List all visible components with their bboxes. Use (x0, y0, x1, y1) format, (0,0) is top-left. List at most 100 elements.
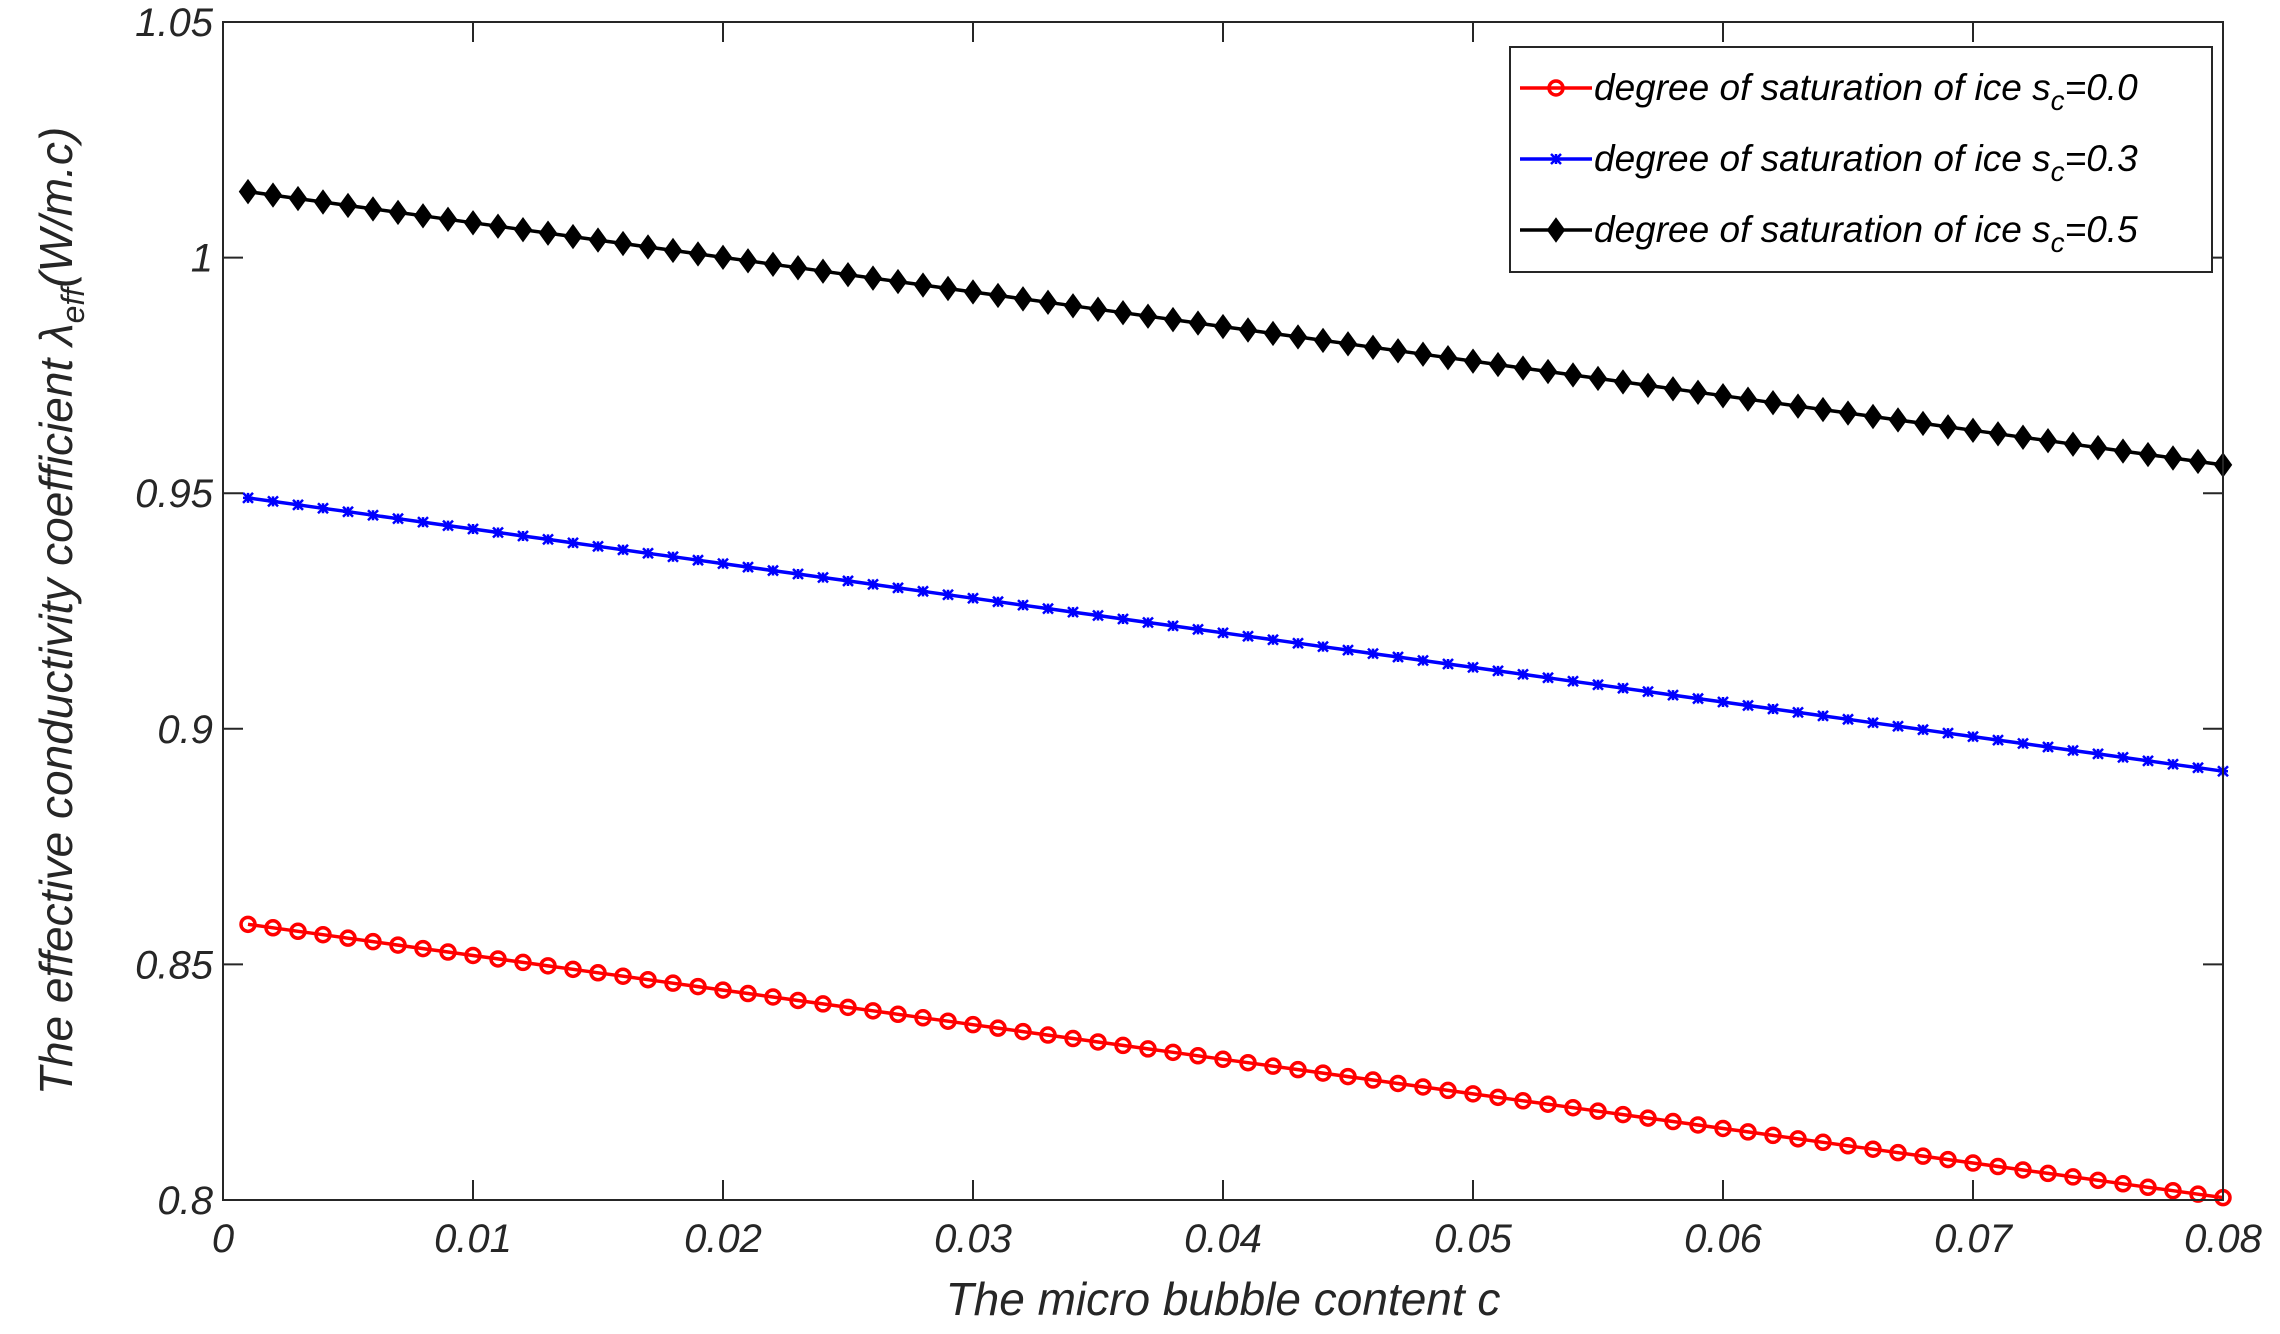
data-point (2188, 448, 2208, 475)
data-point (1464, 1085, 1482, 1103)
data-point (938, 275, 958, 302)
data-point (2192, 761, 2204, 774)
data-point (1517, 668, 1529, 681)
y-tick-label: 0.95 (135, 472, 214, 516)
y-tick-label: 0.9 (157, 708, 213, 752)
data-point (492, 526, 504, 539)
data-point (889, 1005, 907, 1024)
data-point (1788, 393, 1808, 419)
data-point (1139, 1040, 1157, 1058)
data-point (667, 550, 679, 563)
data-point (1688, 379, 1708, 405)
data-point (592, 540, 604, 553)
data-point (864, 1002, 882, 1020)
data-point (1264, 1057, 1282, 1075)
data-point (1767, 703, 1779, 715)
data-point (2038, 428, 2058, 454)
data-point (567, 537, 579, 549)
data-point (1064, 1029, 1082, 1048)
data-point (1392, 651, 1404, 663)
data-point (2167, 758, 2179, 771)
data-point (639, 970, 657, 989)
data-point (1342, 644, 1354, 657)
legend-marker (1546, 217, 1566, 243)
legend-entry-1: degree of saturation of ice sc=0.0 (1520, 67, 2138, 116)
data-point (789, 991, 807, 1010)
data-point (1888, 407, 1908, 433)
data-point (1639, 1109, 1657, 1127)
data-point (1288, 324, 1308, 350)
y-axis-title-main: The effective conductivity coefficient (30, 346, 82, 1095)
legend-label: degree of saturation of ice sc=0.5 (1594, 209, 2138, 258)
data-point (742, 561, 754, 573)
data-point (664, 974, 682, 992)
data-point (517, 530, 529, 542)
data-point (488, 213, 508, 239)
data-point (1413, 341, 1433, 367)
data-point (1063, 293, 1083, 319)
data-point (1214, 1050, 1232, 1069)
data-point (1313, 327, 1333, 354)
data-point (413, 203, 433, 229)
legend: degree of saturation of ice sc=0.0 degree… (1509, 46, 2213, 273)
data-point (1967, 730, 1979, 743)
data-point (1363, 334, 1383, 361)
data-point (914, 1009, 932, 1027)
data-point (1417, 654, 1429, 667)
data-point (1514, 1092, 1532, 1110)
data-point (2039, 1164, 2057, 1183)
data-point (1663, 376, 1683, 402)
data-point (1638, 372, 1658, 399)
data-point (1414, 1078, 1432, 1096)
data-point (1492, 665, 1504, 677)
data-point (1142, 616, 1154, 629)
data-point (842, 575, 854, 587)
data-point (1717, 696, 1729, 708)
data-point (1863, 403, 1883, 430)
data-point (363, 196, 383, 222)
data-point (1188, 310, 1208, 336)
data-point (1642, 685, 1654, 698)
data-point (242, 492, 254, 504)
data-point (1513, 355, 1533, 381)
data-point (1992, 734, 2004, 746)
data-point (1763, 389, 1783, 416)
data-point (1592, 678, 1604, 691)
data-point (1438, 344, 1458, 371)
legend-label: degree of saturation of ice sc=0.0 (1594, 67, 2138, 116)
data-point (2088, 434, 2108, 461)
data-point (1389, 1074, 1407, 1093)
data-point (1488, 351, 1508, 378)
data-point (2063, 431, 2083, 457)
data-point (1463, 348, 1483, 374)
data-point (2139, 1178, 2157, 1197)
data-point (2042, 741, 2054, 753)
data-point (1314, 1064, 1332, 1082)
y-axis-title: The effective conductivity coefficient λ… (30, 127, 91, 1095)
data-point (438, 206, 458, 233)
data-point (614, 967, 632, 985)
data-point (2092, 748, 2104, 760)
data-point (1764, 1126, 1782, 1145)
data-point (838, 261, 858, 288)
data-point (1667, 689, 1679, 701)
data-point (314, 925, 332, 944)
data-point (1838, 400, 1858, 426)
data-point (1614, 1105, 1632, 1124)
data-point (364, 932, 382, 951)
data-point (2117, 751, 2129, 764)
data-point (1192, 623, 1204, 636)
data-point (238, 178, 258, 205)
data-point (292, 498, 304, 511)
x-tick-label: 0.03 (934, 1217, 1012, 1261)
data-point (2164, 1181, 2182, 1200)
data-point (714, 981, 732, 999)
data-point (1613, 369, 1633, 395)
series-2 (242, 492, 2229, 778)
data-point (1964, 1154, 1982, 1172)
data-point (1889, 1143, 1907, 1162)
data-point (689, 977, 707, 996)
data-point (1017, 599, 1029, 612)
data-point (1567, 675, 1579, 688)
